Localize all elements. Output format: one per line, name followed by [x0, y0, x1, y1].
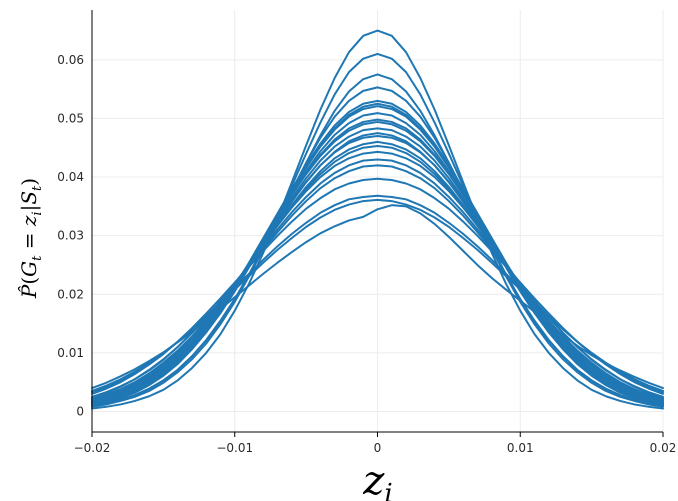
- y-axis-title: P̂(Gt = zi|St): [17, 178, 45, 299]
- series-line: [91, 29, 664, 410]
- y-tick-label: 0.04: [57, 170, 84, 184]
- series-line: [91, 99, 664, 407]
- series-line: [91, 112, 664, 405]
- series-line: [91, 86, 664, 408]
- axes: [91, 10, 664, 437]
- y-tick-label: 0.06: [57, 53, 84, 67]
- series-lines: [91, 29, 664, 410]
- y-tick-label: 0.05: [57, 111, 84, 125]
- y-tick-label: 0.03: [57, 229, 84, 243]
- x-tick-label: −0.02: [74, 441, 111, 455]
- x-tick-label: −0.01: [216, 441, 253, 455]
- x-axis-title: zi: [362, 458, 392, 501]
- y-tick-label: 0.02: [57, 287, 84, 301]
- x-tick-label: 0: [374, 441, 382, 455]
- y-tick-labels: 0 0.01 0.02 0.03 0.04 0.05 0.06: [57, 53, 84, 419]
- series-line: [91, 52, 664, 408]
- x-tick-labels: −0.02 −0.01 0 0.01 0.02: [74, 441, 677, 455]
- series-line: [91, 194, 664, 394]
- svg-text:P̂(Gt = zi|St): P̂(Gt = zi|St): [17, 178, 45, 299]
- series-line: [91, 140, 664, 402]
- series-line: [91, 127, 664, 404]
- x-tick-label: 0.02: [650, 441, 677, 455]
- x-tick-label: 0.01: [507, 441, 534, 455]
- y-tick-label: 0.01: [57, 346, 84, 360]
- y-tick-label: 0: [76, 404, 84, 418]
- series-line: [91, 150, 664, 400]
- series-line: [91, 158, 664, 399]
